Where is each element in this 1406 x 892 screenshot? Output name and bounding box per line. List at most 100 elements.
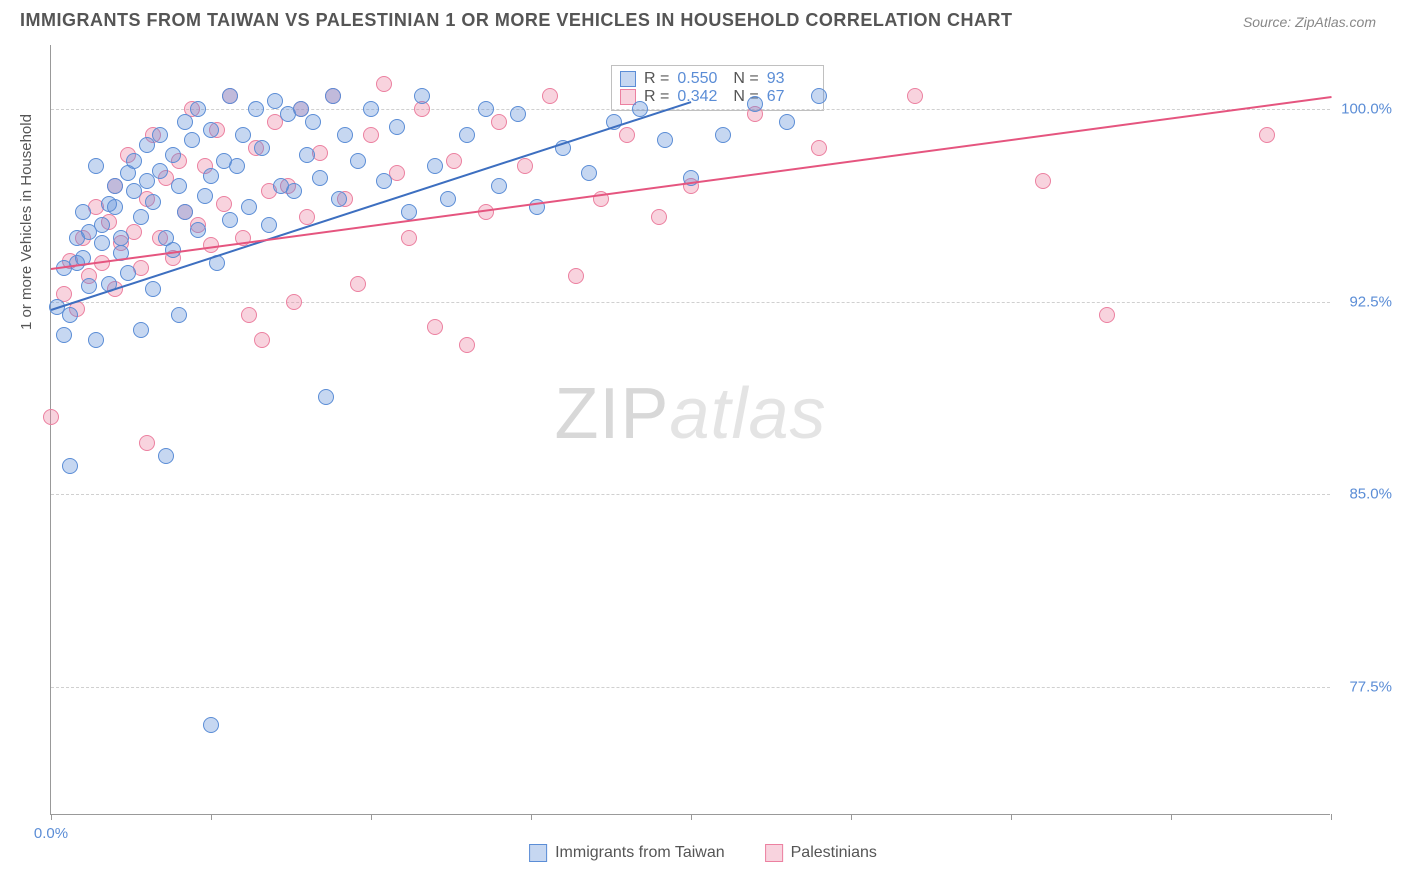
taiwan-point	[165, 147, 181, 163]
palestinian-legend-label: Palestinians	[791, 844, 877, 862]
gridline	[51, 302, 1330, 303]
taiwan-swatch-icon	[620, 71, 636, 87]
taiwan-point	[235, 127, 251, 143]
gridline	[51, 109, 1330, 110]
taiwan-point	[94, 235, 110, 251]
gridline	[51, 494, 1330, 495]
taiwan-point	[241, 199, 257, 215]
palestinian-point	[299, 209, 315, 225]
taiwan-point	[715, 127, 731, 143]
taiwan-point	[88, 158, 104, 174]
taiwan-point	[811, 88, 827, 104]
palestinian-point	[542, 88, 558, 104]
taiwan-point	[248, 101, 264, 117]
taiwan-point	[376, 173, 392, 189]
taiwan-point	[581, 165, 597, 181]
scatter-chart: ZIPatlas R = 0.550 N = 93 R = 0.342 N = …	[50, 45, 1330, 815]
legend-item-taiwan: Immigrants from Taiwan	[529, 844, 725, 862]
x-tick-label: 0.0%	[34, 825, 68, 842]
taiwan-point	[261, 217, 277, 233]
taiwan-point	[293, 101, 309, 117]
taiwan-point	[94, 217, 110, 233]
taiwan-point	[427, 158, 443, 174]
taiwan-point	[152, 127, 168, 143]
palestinian-point	[401, 230, 417, 246]
palestinian-n-value: 67	[767, 88, 815, 106]
taiwan-point	[62, 307, 78, 323]
legend-item-palestinian: Palestinians	[765, 844, 877, 862]
taiwan-point	[363, 101, 379, 117]
taiwan-point	[171, 178, 187, 194]
taiwan-point	[222, 88, 238, 104]
taiwan-point	[325, 88, 341, 104]
palestinian-point	[139, 435, 155, 451]
taiwan-point	[133, 322, 149, 338]
taiwan-point	[318, 389, 334, 405]
taiwan-point	[478, 101, 494, 117]
palestinian-legend-swatch-icon	[765, 844, 783, 862]
taiwan-point	[203, 168, 219, 184]
taiwan-point	[203, 122, 219, 138]
palestinian-point	[363, 127, 379, 143]
taiwan-point	[107, 178, 123, 194]
palestinian-point	[491, 114, 507, 130]
taiwan-point	[133, 209, 149, 225]
palestinian-point	[350, 276, 366, 292]
taiwan-point	[414, 88, 430, 104]
taiwan-point	[62, 458, 78, 474]
taiwan-point	[184, 132, 200, 148]
x-tick	[211, 814, 212, 820]
taiwan-legend-swatch-icon	[529, 844, 547, 862]
taiwan-point	[440, 191, 456, 207]
taiwan-point	[171, 307, 187, 323]
palestinian-point	[651, 209, 667, 225]
stats-row-taiwan: R = 0.550 N = 93	[620, 70, 815, 88]
taiwan-point	[459, 127, 475, 143]
taiwan-point	[337, 127, 353, 143]
taiwan-point	[229, 158, 245, 174]
taiwan-point	[56, 327, 72, 343]
taiwan-point	[747, 96, 763, 112]
taiwan-point	[145, 194, 161, 210]
watermark-zip: ZIP	[554, 374, 669, 454]
taiwan-point	[145, 281, 161, 297]
taiwan-r-value: 0.550	[677, 70, 725, 88]
watermark: ZIPatlas	[554, 373, 826, 455]
taiwan-point	[81, 278, 97, 294]
palestinian-trend-line	[51, 96, 1331, 270]
palestinian-point	[619, 127, 635, 143]
palestinian-point	[427, 319, 443, 335]
palestinian-point	[241, 307, 257, 323]
palestinian-point	[1035, 173, 1051, 189]
r-label: R =	[644, 88, 669, 106]
palestinian-point	[1099, 307, 1115, 323]
taiwan-point	[254, 140, 270, 156]
watermark-atlas: atlas	[669, 374, 826, 454]
x-tick	[1331, 814, 1332, 820]
taiwan-point	[312, 170, 328, 186]
taiwan-point	[222, 212, 238, 228]
y-tick-label: 100.0%	[1341, 101, 1392, 118]
x-tick	[371, 814, 372, 820]
n-label: N =	[733, 70, 758, 88]
y-axis-label: 1 or more Vehicles in Household	[18, 114, 35, 330]
bottom-legend: Immigrants from Taiwan Palestinians	[529, 844, 877, 862]
taiwan-point	[190, 222, 206, 238]
taiwan-point	[75, 204, 91, 220]
taiwan-point	[177, 114, 193, 130]
taiwan-point	[299, 147, 315, 163]
palestinian-point	[568, 268, 584, 284]
stats-row-palestinian: R = 0.342 N = 67	[620, 88, 815, 106]
y-tick-label: 85.0%	[1349, 486, 1392, 503]
palestinian-point	[907, 88, 923, 104]
taiwan-point	[286, 183, 302, 199]
taiwan-point	[305, 114, 321, 130]
palestinian-point	[446, 153, 462, 169]
palestinian-point	[517, 158, 533, 174]
taiwan-point	[203, 717, 219, 733]
taiwan-point	[510, 106, 526, 122]
taiwan-point	[88, 332, 104, 348]
x-tick	[691, 814, 692, 820]
taiwan-point	[389, 119, 405, 135]
taiwan-point	[657, 132, 673, 148]
